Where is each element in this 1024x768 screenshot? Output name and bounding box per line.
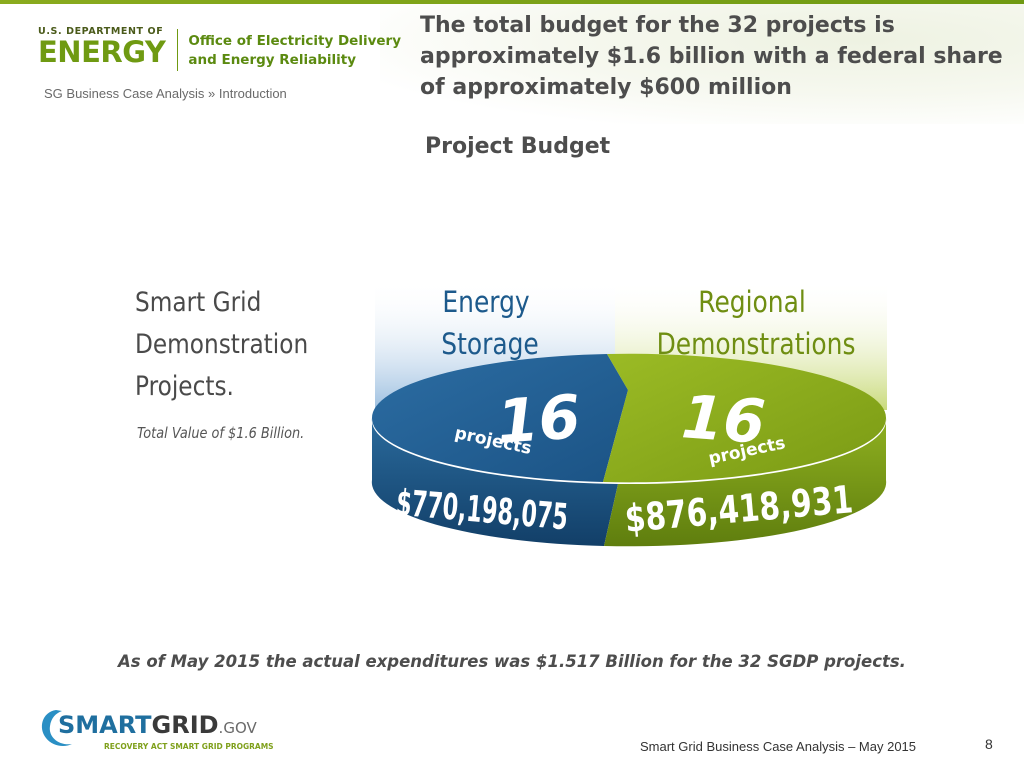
figure-title-line: Smart Grid	[135, 287, 262, 318]
doe-office-line1: Office of Electricity Delivery	[188, 33, 401, 49]
breadcrumb: SG Business Case Analysis » Introduction	[44, 86, 287, 101]
energy-storage-label: Energy Storage	[441, 286, 539, 361]
slide-subtitle: Project Budget	[425, 134, 611, 159]
header-background	[380, 4, 1024, 124]
doe-logo-energy: ENERGY	[38, 35, 166, 69]
figure-title: Smart Grid Demonstration Projects.	[135, 282, 308, 408]
budget-pie-figure: Energy Storage Regional Demonstrations 1…	[371, 280, 887, 547]
figure-title-line: Projects.	[135, 371, 234, 402]
doe-logo-divider	[177, 29, 179, 71]
smartgrid-swoosh-icon	[41, 710, 72, 746]
page-number: 8	[985, 736, 993, 752]
regional-label: Regional Demonstrations	[657, 286, 856, 361]
figure-total-value: Total Value of $1.6 Billion.	[137, 424, 305, 442]
regional-side	[604, 418, 887, 547]
regional-count: 16	[679, 382, 767, 458]
regional-top	[603, 353, 887, 483]
energy-storage-count: 16	[495, 382, 583, 458]
doe-logo: U.S. DEPARTMENT OF ENERGY Office of Elec…	[38, 26, 401, 74]
top-accent-bar	[0, 0, 1024, 4]
energy-storage-top	[371, 354, 628, 482]
energy-storage-side	[371, 418, 618, 546]
smartgrid-gov-logo: SMARTGRID.GOV RECOVERY ACT SMART GRID PR…	[41, 710, 274, 751]
smartgrid-name: SMARTGRID.GOV	[58, 711, 257, 739]
expenditure-footnote: As of May 2015 the actual expenditures w…	[118, 652, 906, 671]
footer-text: Smart Grid Business Case Analysis – May …	[640, 739, 917, 754]
smartgrid-tagline: RECOVERY ACT SMART GRID PROGRAMS	[104, 742, 274, 751]
doe-logo-line1: U.S. DEPARTMENT OF	[38, 26, 164, 37]
figure-title-line: Demonstration	[135, 329, 309, 360]
doe-office-line2: and Energy Reliability	[188, 52, 357, 68]
slide-headline: The total budget for the 32 projects is …	[420, 13, 1003, 100]
